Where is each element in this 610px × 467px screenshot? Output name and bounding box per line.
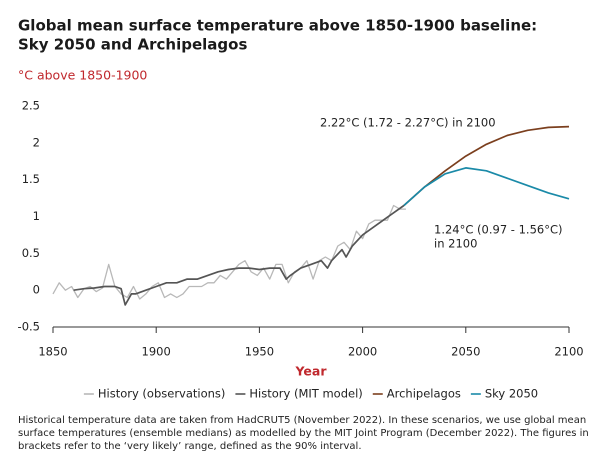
line-series [73, 204, 405, 306]
x-tick-label: 2050 [451, 345, 480, 359]
legend-label: History (MIT model) [249, 387, 362, 401]
line-series [403, 125, 570, 207]
x-axis-label: Year [295, 364, 328, 379]
annotation: 2.22°C (1.72 - 2.27°C) in 2100 [320, 116, 496, 130]
chart-title: Global mean surface temperature above 18… [18, 17, 537, 35]
legend-label: Sky 2050 [485, 387, 538, 401]
chart: Global mean surface temperature above 18… [18, 17, 584, 401]
y-tick-label: 0 [33, 283, 40, 297]
legend-label: Archipelagos [387, 387, 461, 401]
legend-label: History (observations) [98, 387, 226, 401]
annotation: 1.24°C (0.97 - 1.56°C) [434, 223, 562, 237]
x-tick-label: 1950 [245, 345, 274, 359]
y-tick-label: 1 [33, 209, 40, 223]
y-tick-label: 0.5 [22, 246, 40, 260]
x-tick-label: 1850 [38, 345, 67, 359]
y-axis-label: °C above 1850-1900 [18, 68, 147, 83]
x-tick-label: 1900 [142, 345, 171, 359]
chart-title: Sky 2050 and Archipelagos [18, 36, 247, 54]
line-series [52, 204, 406, 300]
footnote: Historical temperature data are taken fr… [18, 415, 589, 452]
y-tick-label: 1.5 [22, 172, 40, 186]
x-tick-label: 2000 [348, 345, 377, 359]
y-tick-label: 2 [33, 135, 40, 149]
line-series [403, 167, 570, 207]
x-tick-label: 2100 [554, 345, 583, 359]
y-tick-label: -0.5 [18, 320, 40, 334]
y-tick-label: 2.5 [22, 99, 40, 113]
annotation: in 2100 [434, 237, 477, 251]
